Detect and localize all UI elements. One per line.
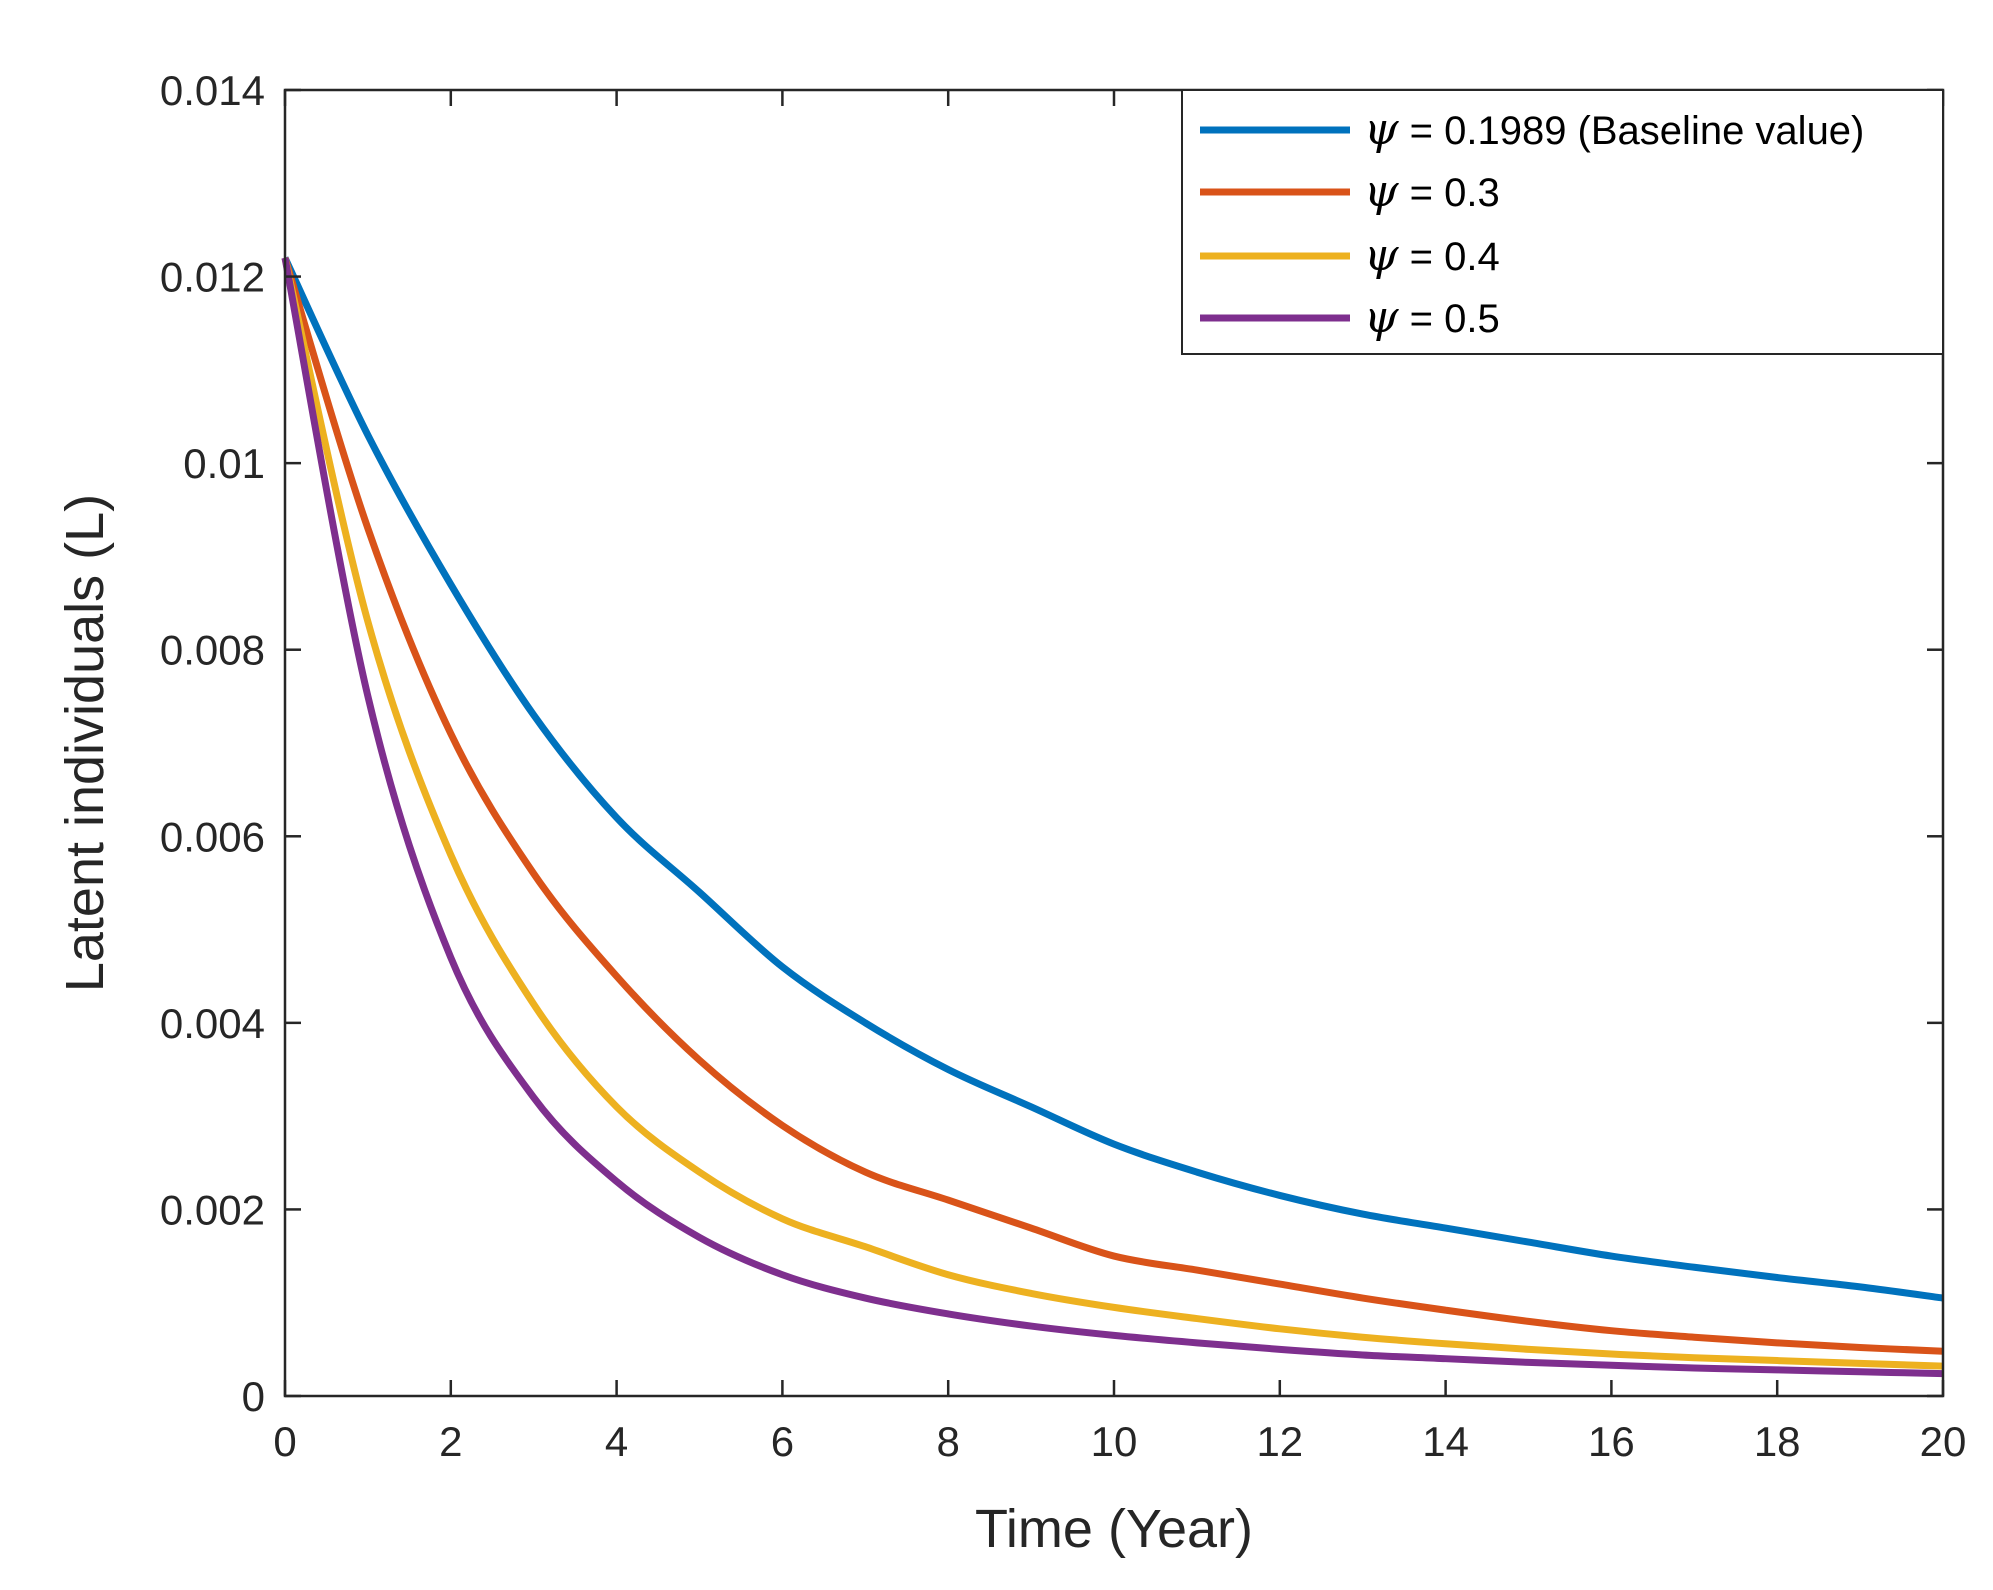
y-tick-label: 0	[242, 1373, 265, 1420]
legend-value-text: = 0.1989 (Baseline value)	[1399, 109, 1865, 153]
x-tick-label: 16	[1588, 1418, 1635, 1465]
x-axis-label: Time (Year)	[975, 1499, 1253, 1559]
legend-psi-symbol: ψ	[1364, 292, 1399, 343]
legend-value-text: = 0.3	[1399, 171, 1500, 215]
y-tick-label: 0.01	[183, 440, 265, 487]
legend-value-text: = 0.4	[1399, 235, 1500, 279]
y-axis-label: Latent individuals (L)	[55, 494, 115, 992]
series-line-2	[281, 257, 1944, 1370]
x-tick-label: 4	[605, 1418, 628, 1465]
legend-label-0: ψ = 0.1989 (Baseline value)	[1364, 104, 1864, 155]
x-tick-label: 14	[1422, 1418, 1469, 1465]
x-tick-label: 8	[937, 1418, 960, 1465]
x-tick-label: 12	[1256, 1418, 1303, 1465]
axes-box	[283, 88, 1945, 1398]
legend-psi-symbol: ψ	[1364, 104, 1399, 155]
y-tick-label: 0.014	[160, 67, 265, 114]
y-tick-label: 0.008	[160, 627, 265, 674]
y-tick-label: 0.006	[160, 813, 265, 860]
tick-layer: 0 2 4 6 8 10 12 14 16 18 20 0 0.002 0.004 0.006 0.008 0.…	[160, 67, 1966, 1465]
legend-psi-symbol: ψ	[1364, 166, 1399, 217]
legend-box	[1181, 89, 1944, 355]
x-tick-label: 18	[1754, 1418, 1801, 1465]
x-tick-label: 20	[1920, 1418, 1967, 1465]
y-tick-label: 0.012	[160, 254, 265, 301]
x-tick-label: 2	[439, 1418, 462, 1465]
legend-label-3: ψ = 0.5	[1364, 292, 1500, 343]
x-tick-label: 6	[771, 1418, 794, 1465]
series-line-1	[281, 256, 1944, 1355]
legend-label-1: ψ = 0.3	[1364, 166, 1500, 217]
y-tick-label: 0.002	[160, 1186, 265, 1233]
legend: ψ = 0.1989 (Baseline value)ψ = 0.3ψ = 0.…	[1181, 89, 1944, 355]
series-line-0	[281, 256, 1944, 1302]
series-layer	[281, 256, 1944, 1378]
legend-label-2: ψ = 0.4	[1364, 230, 1500, 281]
series-line-3	[281, 257, 1944, 1378]
legend-value-text: = 0.5	[1399, 297, 1500, 341]
y-tick-label: 0.004	[160, 1000, 265, 1047]
legend-psi-symbol: ψ	[1364, 230, 1399, 281]
x-tick-label: 10	[1091, 1418, 1138, 1465]
x-tick-label: 0	[273, 1418, 296, 1465]
